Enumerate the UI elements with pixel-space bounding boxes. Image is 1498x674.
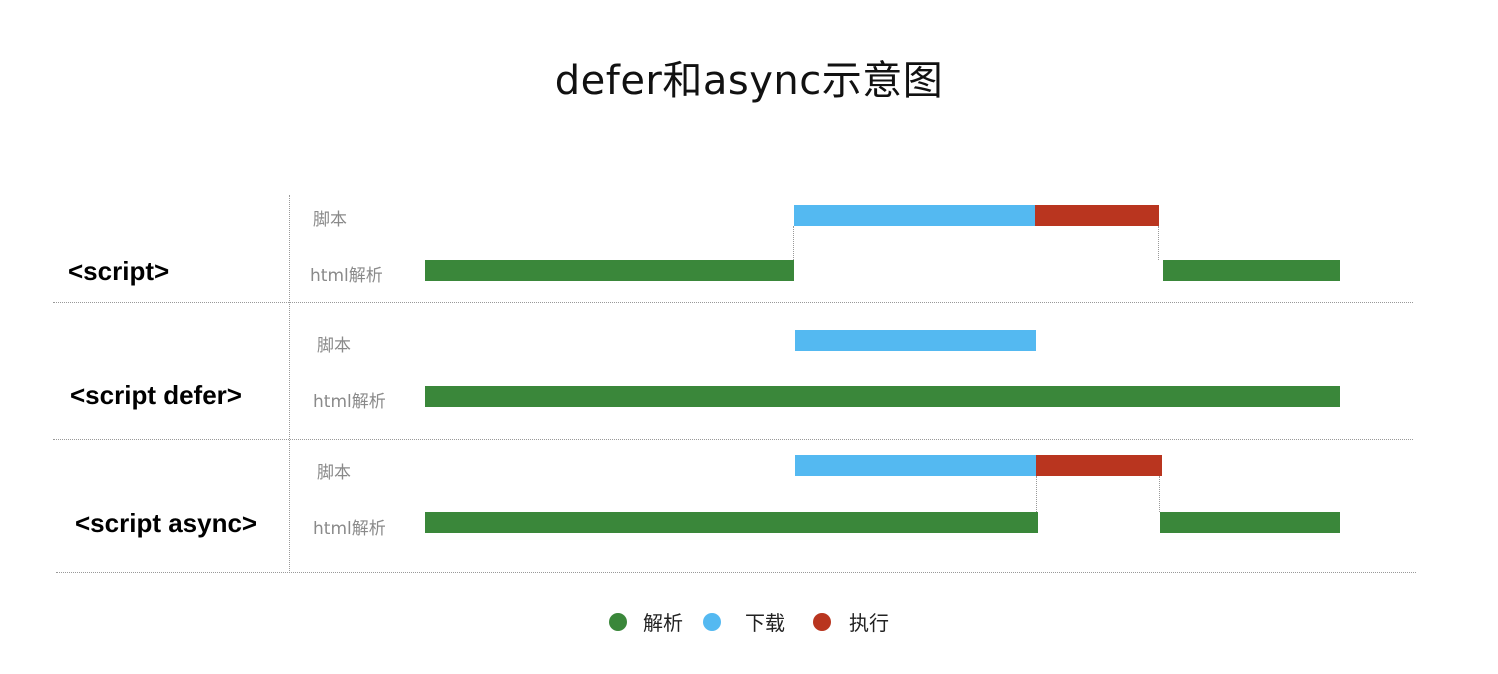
parse-dot-icon — [609, 612, 627, 631]
lane-label-html: html解析 — [313, 519, 386, 539]
connector-line — [1159, 476, 1160, 512]
lane-label-script: 脚本 — [317, 463, 351, 483]
row-title-script-async: <script async> — [75, 508, 258, 538]
legend-item-parse: 解析 — [609, 607, 683, 636]
legend: 解析 下载 执行 — [0, 607, 1498, 636]
label-divider — [289, 195, 290, 573]
lane-label-html: html解析 — [310, 266, 383, 286]
legend-label: 解析 — [643, 611, 683, 635]
row-divider-1 — [53, 302, 1413, 303]
lane-label-script: 脚本 — [313, 210, 347, 230]
exec-bar — [1035, 205, 1159, 226]
legend-item-download: 下载 — [703, 607, 785, 636]
exec-bar — [1036, 455, 1162, 476]
connector-line — [1036, 476, 1037, 512]
parse-bar — [1160, 512, 1340, 533]
connector-line — [1158, 226, 1159, 260]
row-divider-3 — [56, 572, 1416, 573]
row-title-script-defer: <script defer> — [70, 380, 242, 410]
diagram-title: defer和async示意图 — [554, 58, 944, 104]
row-title-script: <script> — [68, 256, 170, 286]
parse-bar — [425, 260, 794, 281]
download-bar — [795, 455, 1036, 476]
parse-bar — [1163, 260, 1340, 281]
download-bar — [795, 330, 1036, 351]
download-bar — [794, 205, 1035, 226]
row-divider-2 — [53, 439, 1413, 440]
lane-label-html: html解析 — [313, 392, 386, 412]
download-dot-icon — [703, 612, 721, 631]
parse-bar — [425, 386, 1340, 407]
connector-line — [793, 226, 794, 260]
lane-label-script: 脚本 — [317, 336, 351, 356]
exec-dot-icon — [813, 612, 831, 631]
legend-label: 下载 — [745, 611, 785, 635]
parse-bar — [425, 512, 1038, 533]
legend-label: 执行 — [849, 611, 889, 635]
legend-item-exec: 执行 — [813, 607, 889, 636]
